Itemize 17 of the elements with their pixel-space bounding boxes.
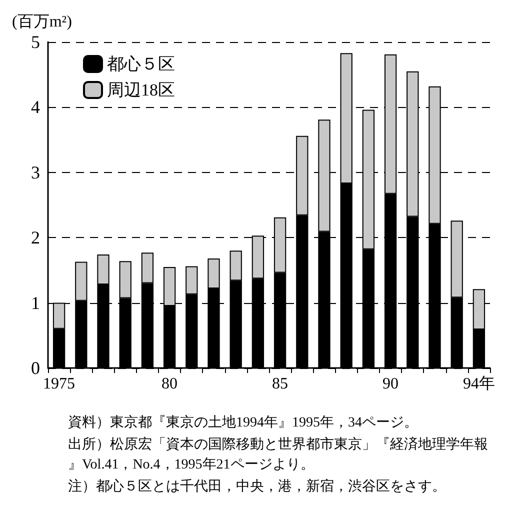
x-tick-label: 80 [162,376,178,392]
y-tick-label: 5 [31,32,40,52]
x-tick-label: 85 [272,376,288,392]
y-axis-title: (百万m²) [12,14,72,30]
text: 注）都心５区とは千代田，中央，港，新宿，渋谷区をさす。 [68,478,446,494]
x-tick-label: 90 [382,376,399,392]
legend-label: 周辺18区 [107,80,175,100]
text: 出所）松原宏「資本の国際移動と世界都市東京」『経済地理学年報』Vol.41，No.4，1995年21ページより。 [68,436,488,472]
y-tick-label: 1 [31,292,40,313]
y-tick-label: 4 [31,97,40,118]
text: 資料）東京都『東京の土地1994年』1995年，34ページ。 [68,414,418,430]
x-tick-label: 1975 [43,376,76,392]
y-tick-label: 2 [31,228,40,248]
x-tick-label: 94年 [462,376,495,392]
y-tick-label: 0 [31,358,40,378]
legend-label: 都心５区 [107,54,175,74]
y-tick-label: 3 [31,162,40,182]
